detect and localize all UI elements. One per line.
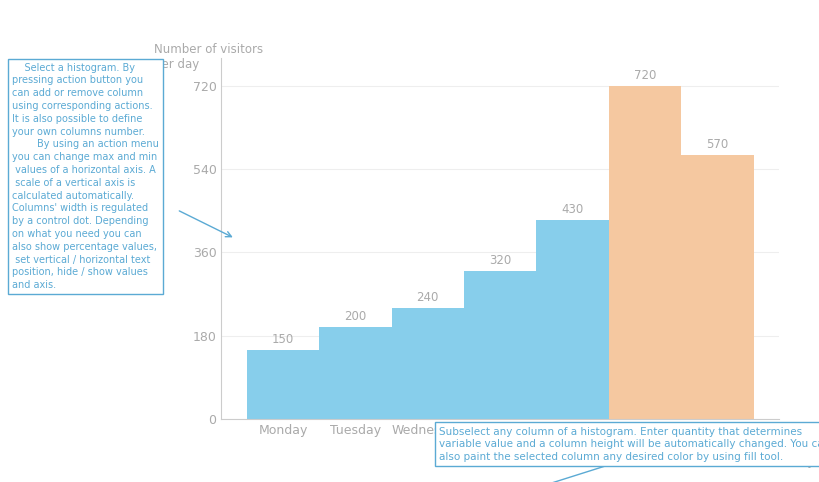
Text: 430: 430 xyxy=(561,203,583,216)
Text: 570: 570 xyxy=(705,138,728,151)
Bar xyxy=(608,86,681,419)
Bar xyxy=(464,271,536,419)
Text: 720: 720 xyxy=(633,69,655,82)
Text: Number of visitors
per day: Number of visitors per day xyxy=(154,43,263,71)
Text: Select a histogram. By
pressing action button you
can add or remove column
using: Select a histogram. By pressing action b… xyxy=(12,63,159,290)
Bar xyxy=(319,327,391,419)
Text: Days of the week: Days of the week xyxy=(790,455,819,469)
Bar xyxy=(681,155,753,419)
Text: 320: 320 xyxy=(488,254,511,268)
Text: 200: 200 xyxy=(344,310,366,323)
Bar xyxy=(536,220,608,419)
Text: 150: 150 xyxy=(271,333,294,346)
Text: 240: 240 xyxy=(416,292,438,305)
Text: Subselect any column of a histogram. Enter quantity that determines
variable val: Subselect any column of a histogram. Ent… xyxy=(438,427,819,462)
Bar xyxy=(391,308,464,419)
Bar xyxy=(247,350,319,419)
